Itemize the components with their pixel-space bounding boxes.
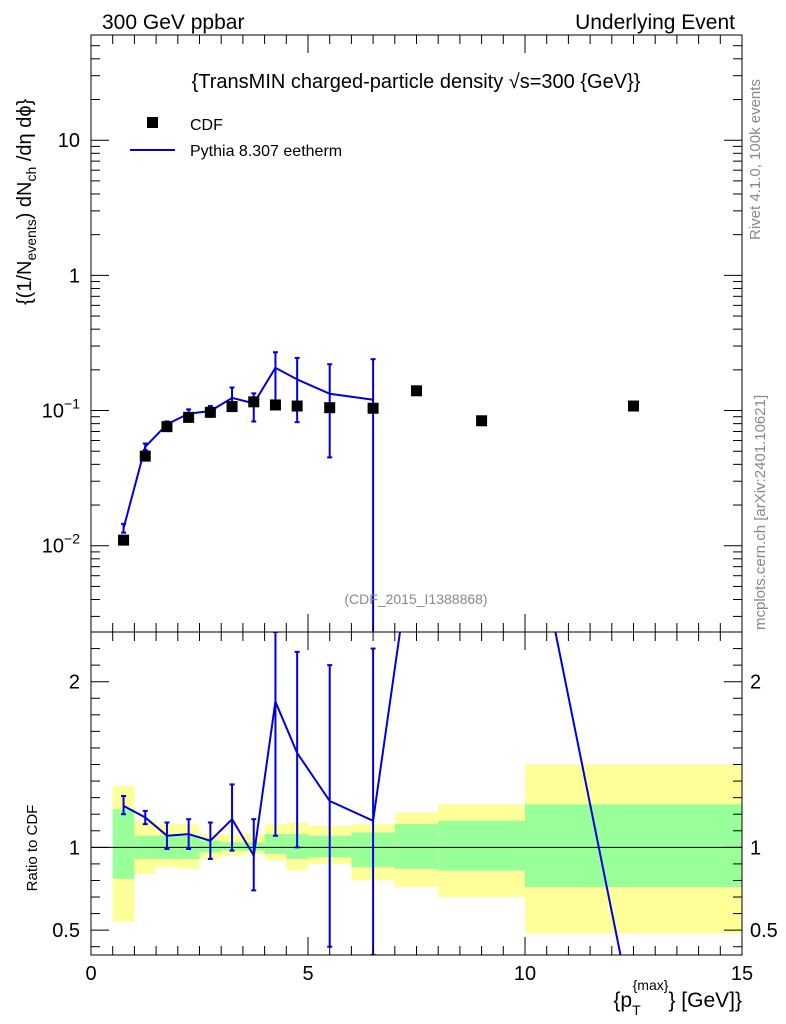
x-tick-label: 15 [731,963,753,985]
ratio-plot-content [91,632,742,955]
ratio-line [123,632,622,955]
uncertainty-band-green [525,804,742,888]
x-tick-label: 10 [514,963,536,985]
cdf-data-point [226,401,238,413]
cdf-data-point [248,396,260,408]
ratio-errorbar [294,650,300,849]
ratio-errorbar [121,794,127,816]
cdf-data-point [367,402,379,414]
pythia-errorbar [272,351,278,403]
main-y-axis-label: {(1/Nevents) dNch /dη dϕ} [14,98,39,305]
cdf-data-point [411,385,422,397]
pythia-line [122,366,374,529]
main-y-tick-label: 1 [69,265,80,287]
main-panel: (CDF_2015_I1388868) {TransMIN charged-pa… [14,34,743,633]
ratio-y-tick-label: 1 [69,837,80,859]
uncertainty-band-green [264,834,287,854]
cdf-data-point [324,402,336,414]
main-plot-content [118,351,639,632]
cdf-data-point [161,421,173,433]
rivet-version-label: Rivet 4.1.0, 100k events [747,79,764,240]
ratio-panel: 0.5 0.5 1 1 2 2 0 5 10 15 Ratio to CDF {pT{max}} … [24,631,778,1018]
legend-marker-cdf [147,117,158,128]
main-frame [90,34,743,633]
ratio-errorbar [327,664,333,948]
ratio-y-tick-label-right: 0.5 [750,920,778,942]
ratio-axes: 0.5 0.5 1 1 2 2 0 5 10 15 [52,631,778,985]
legend-label-pythia: Pythia 8.307 eetherm [190,143,342,160]
cdf-data-point [269,399,281,411]
analysis-watermark: (CDF_2015_I1388868) [344,591,487,607]
cdf-data-point [204,406,216,418]
x-tick-label: 0 [85,963,96,985]
cdf-data-point [183,411,195,423]
ratio-y-tick-label-right: 2 [750,672,761,694]
ratio-errorbar [272,632,278,837]
mcplots-label: mcplots.cern.ch [arXiv:2401.10621] [752,395,769,630]
ratio-y-tick-label-right: 1 [750,837,761,859]
uncertainty-band-green [438,820,525,871]
legend: CDF Pythia 8.307 eetherm [130,117,342,160]
ratio-errorbar [229,783,235,852]
cdf-data-point [476,415,488,427]
main-axes: 10−2 10−1 1 10 [42,34,743,633]
cdf-data-point [118,534,130,546]
uncertainty-band-green [394,824,439,869]
ratio-errorbar [370,647,376,955]
ratio-y-tick-label: 0.5 [52,920,80,942]
main-y-tick-label: 10 [58,130,80,152]
header-left-label: 300 GeV ppbar [102,11,244,34]
ratio-y-axis-label: Ratio to CDF [24,805,41,892]
pythia-errorbar [294,356,300,424]
cdf-data-point [628,400,639,412]
cdf-data-point [139,450,151,462]
x-tick-label: 5 [302,963,313,985]
main-y-tick-label: 10−2 [42,531,80,558]
x-axis-label: {pT{max}} [GeV]} [613,977,742,1018]
legend-label-cdf: CDF [190,117,223,134]
main-y-tick-label: 10−1 [42,396,80,423]
chart-title: {TransMIN charged-particle density √s=30… [192,71,641,93]
cdf-data-point [291,400,303,412]
uncertainty-band-green [112,809,135,879]
header-right-label: Underlying Event [575,11,735,34]
ratio-y-tick-label: 2 [69,672,80,694]
pythia-errorbar [370,358,376,632]
